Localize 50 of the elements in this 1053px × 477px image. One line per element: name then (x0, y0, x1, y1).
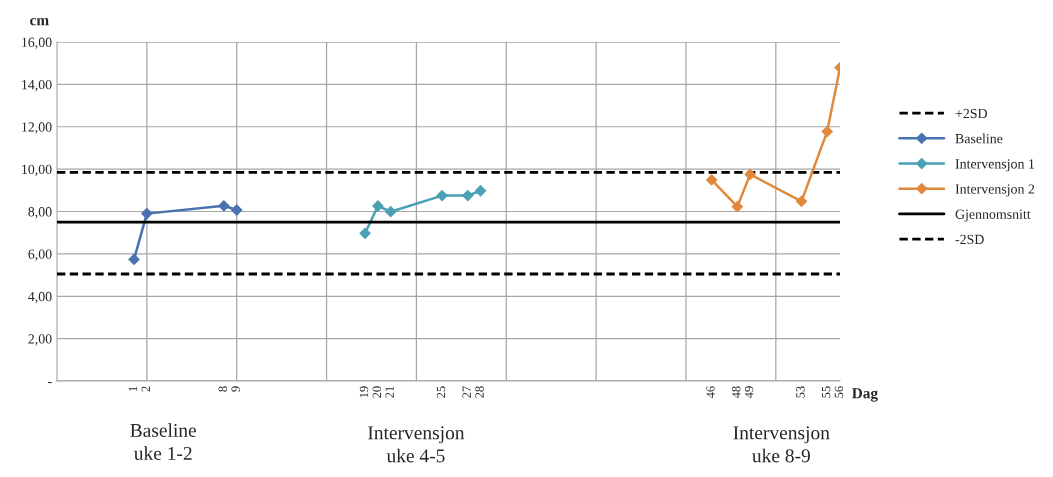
y-tick-label: - (48, 382, 52, 384)
x-tick-label: 19 (359, 386, 369, 398)
y-tick-label: 12,00 (22, 122, 52, 134)
x-tick-label: 56 (834, 386, 844, 398)
y-tick-label: 4,00 (28, 291, 52, 304)
point (705, 174, 718, 186)
x-tick-label: 21 (385, 386, 394, 398)
y-tick-label: 2,00 (28, 334, 52, 346)
text: Intervensjon uke 8-9 (733, 426, 830, 463)
y-tick-label: 14,00 (22, 79, 52, 92)
x-tick-label: 25 (436, 386, 446, 398)
y-tick-label: 6,00 (28, 249, 52, 261)
x-tick-label: 9 (231, 386, 240, 392)
x-tick-label: 20 (372, 386, 382, 398)
point (140, 207, 153, 220)
legend-label: +2SD (955, 108, 988, 119)
legend-label: Intervensjon 2 (955, 184, 1035, 197)
point (359, 227, 371, 240)
x-tick-label: 2 (141, 386, 150, 392)
x-tick-label: 27 (462, 386, 471, 398)
x-axis-title: Dag (852, 388, 878, 402)
x-tick-label: 8 (218, 386, 227, 392)
x-tick-label: 48 (732, 386, 741, 399)
point (372, 200, 384, 212)
y-tick-label: 10,00 (22, 164, 52, 177)
y-tick-label: 16,00 (22, 37, 52, 49)
point (128, 253, 140, 266)
point (795, 195, 808, 208)
x-tick-label: 53 (796, 386, 805, 398)
x-tick-label: 46 (706, 386, 715, 399)
point (436, 189, 448, 202)
legend-label: Intervensjon 1 (955, 159, 1035, 172)
x-tick-label: 55 (821, 386, 831, 398)
x-tick-label: 49 (744, 386, 754, 399)
legend-label: -2SD (955, 234, 984, 245)
point (230, 204, 243, 216)
legend-label: Baseline (955, 133, 1003, 144)
point (821, 125, 834, 138)
point (744, 168, 757, 181)
point (731, 200, 744, 213)
point (474, 184, 487, 197)
point (461, 189, 474, 202)
x-tick-label: 28 (475, 386, 484, 398)
legend-label: Gjennomsnitt (955, 209, 1031, 222)
y-axis-title: cm (30, 17, 49, 26)
y-tick-label: 8,00 (28, 207, 52, 219)
text: Baseline uke 1-2 (130, 423, 197, 460)
text: Intervensjon uke 4-5 (368, 426, 465, 463)
point (384, 205, 397, 218)
x-tick-label: 1 (128, 386, 138, 392)
